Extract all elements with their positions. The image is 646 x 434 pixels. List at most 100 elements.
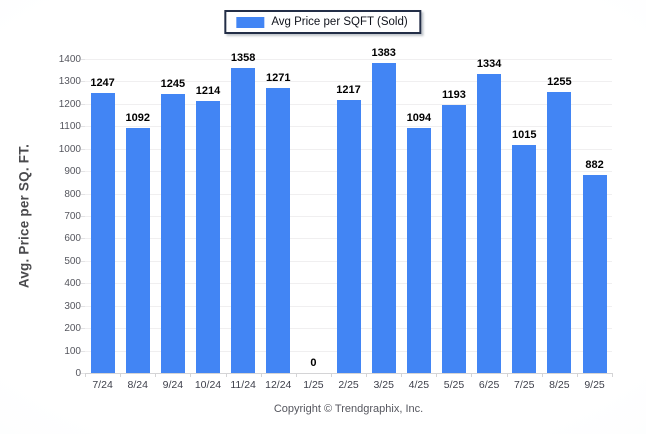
bar-slot-3/25: 1383 — [366, 47, 401, 373]
gridline — [85, 81, 612, 83]
legend-box: Avg Price per SQFT (Sold) — [224, 10, 422, 34]
x-tick-mark — [330, 373, 332, 377]
x-label-6/25: 6/25 — [478, 379, 500, 391]
x-axis-labels: 7/24 8/24 9/24 10/24 11/24 12/24 1/25 2/25 3/25 4… — [85, 379, 612, 391]
x-label-12/24: 12/24 — [265, 379, 292, 391]
y-tick-mark — [81, 103, 85, 105]
bar-12/24 — [266, 88, 291, 373]
bar-slot-1/25: 0 — [296, 59, 331, 373]
x-label-4/25: 4/25 — [408, 379, 430, 391]
x-tick-mark — [541, 373, 543, 377]
y-tick-mark — [81, 238, 85, 240]
x-label-3/25: 3/25 — [373, 379, 394, 391]
x-tick-mark — [295, 373, 297, 377]
bar-value-label: 1094 — [406, 112, 432, 124]
bar-slot-12/24: 1271 — [261, 59, 296, 373]
y-axis-title: Avg. Price per SQ. FT. — [16, 143, 32, 289]
y-tick-mark — [81, 373, 85, 374]
x-label-2/25: 2/25 — [338, 379, 359, 391]
bar-5/25 — [441, 105, 466, 373]
x-tick-mark — [85, 373, 86, 377]
bar-slot-2/25: 1217 — [331, 59, 366, 373]
bar-slot-10/24: 1214 — [190, 59, 225, 373]
copyright-text: Copyright © Trendgraphix, Inc. — [273, 403, 424, 415]
y-tick-label: 600 — [64, 233, 81, 245]
x-label-7/24: 7/24 — [92, 379, 113, 391]
x-tick-mark — [506, 373, 508, 377]
bar-value-label: 1271 — [266, 72, 291, 84]
bar-8/25 — [547, 92, 572, 373]
bar-9/25 — [582, 175, 607, 373]
y-tick-label: 100 — [64, 345, 81, 357]
gridline — [85, 59, 612, 60]
y-tick-label: 300 — [64, 300, 81, 312]
bar-slots: 1247 1092 1245 1214 1358 1271 0 1217 1383 1094 119… — [85, 47, 612, 373]
x-tick-mark — [612, 373, 613, 377]
x-label-5/25: 5/25 — [443, 379, 465, 391]
bar-6/25 — [477, 74, 502, 373]
bar-slot-5/25: 1193 — [436, 59, 471, 373]
bar-slot-7/25: 1015 — [507, 59, 542, 373]
bar-value-label: 1092 — [125, 112, 150, 124]
y-tick-mark — [81, 283, 85, 285]
bar-2/25 — [336, 100, 361, 373]
x-tick-mark — [436, 373, 438, 377]
y-tick-label: 700 — [64, 211, 81, 222]
y-tick-mark — [81, 148, 85, 150]
y-tick-label: 0 — [75, 368, 81, 379]
y-tick-label: 900 — [64, 166, 81, 178]
x-tick-mark — [190, 373, 192, 377]
bar-slot-8/25: 1255 — [542, 59, 577, 373]
bar-7/25 — [512, 145, 537, 373]
bar-value-label: 1015 — [512, 129, 537, 141]
x-axis-line — [85, 373, 612, 374]
bar-slot-8/24: 1092 — [120, 59, 155, 373]
bar-value-label: 1247 — [90, 77, 115, 89]
x-label-9/24: 9/24 — [162, 379, 184, 391]
y-tick-label: 400 — [64, 278, 81, 290]
y-tick-label: 1200 — [58, 98, 81, 110]
legend-label: Avg Price per SQFT (Sold) — [271, 16, 408, 28]
bar-value-label: 1193 — [442, 89, 466, 101]
x-tick-mark — [576, 373, 578, 377]
bar-8/24 — [125, 128, 150, 373]
bar-value-label: 1334 — [476, 58, 502, 70]
bar-value-label: 1383 — [371, 47, 396, 59]
plot-area: 0 100 200 300 400 500 600 700 800 900 1000 1100 1200… — [59, 47, 613, 379]
x-label-1/25: 1/25 — [303, 379, 324, 391]
bar-value-label: 1245 — [160, 78, 186, 90]
bar-value-label: 882 — [585, 159, 604, 171]
bar-value-label: 0 — [310, 357, 317, 369]
bar-10/24 — [195, 101, 220, 373]
bar-slot-6/25: 1334 — [472, 58, 507, 373]
x-tick-mark — [366, 373, 368, 377]
bar-slot-11/24: 1358 — [226, 52, 261, 373]
x-label-8/24: 8/24 — [127, 379, 148, 391]
y-tick-label: 200 — [64, 323, 81, 335]
y-tick-label: 800 — [64, 188, 81, 200]
bar-11/24 — [231, 68, 256, 373]
y-tick-label: 500 — [64, 255, 81, 267]
bar-value-label: 1255 — [547, 76, 572, 88]
bar-slot-4/25: 1094 — [401, 59, 436, 373]
x-label-7/25: 7/25 — [514, 379, 535, 391]
y-tick-mark — [81, 81, 85, 83]
x-tick-mark — [120, 373, 122, 377]
x-label-9/25: 9/25 — [584, 379, 605, 391]
x-tick-mark — [155, 373, 157, 377]
y-tick-mark — [81, 216, 85, 217]
bar-slot-9/24: 1245 — [155, 59, 190, 373]
y-tick-label: 1300 — [58, 76, 81, 88]
y-tick-mark — [81, 260, 85, 262]
bar-3/25 — [371, 63, 396, 373]
bar-4/25 — [406, 128, 431, 373]
y-tick-label: 1000 — [58, 143, 81, 155]
bar-9/24 — [160, 94, 185, 373]
y-tick-label: 1100 — [59, 121, 81, 133]
y-tick-mark — [81, 328, 85, 330]
legend-swatch-icon — [236, 16, 265, 28]
bar-7/24 — [90, 93, 115, 373]
bar-value-label: 1358 — [230, 52, 256, 64]
y-tick-mark — [81, 171, 85, 173]
